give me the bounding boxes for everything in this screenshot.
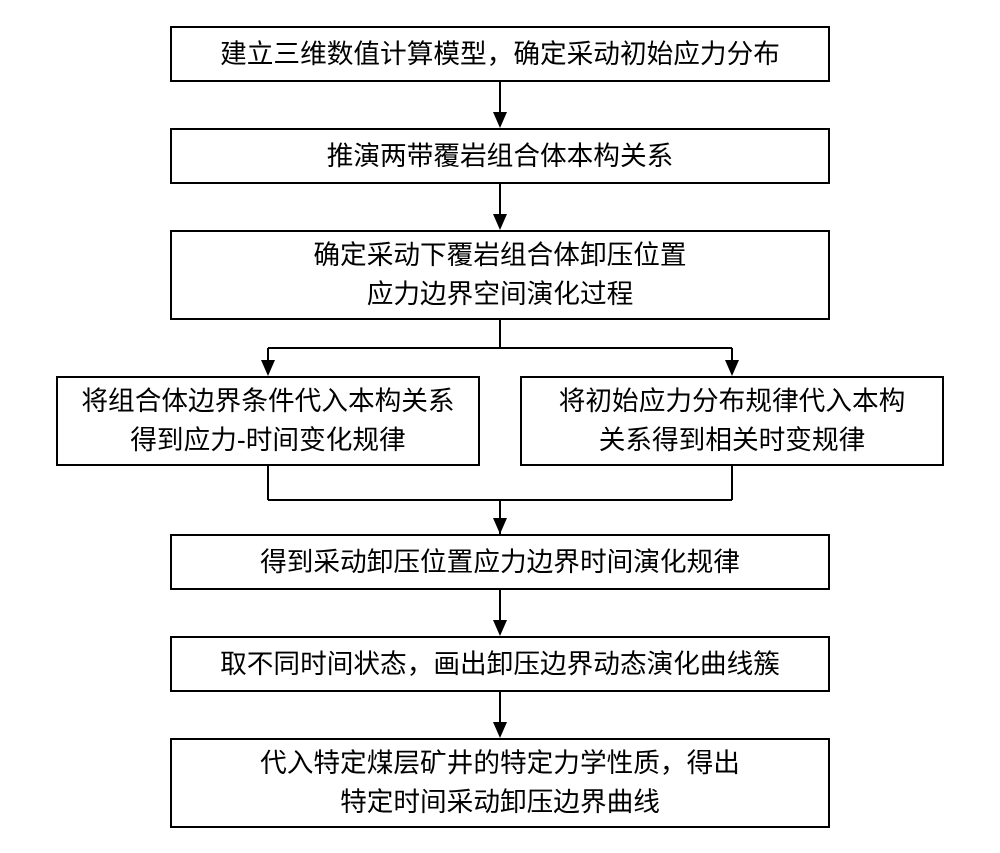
flow-node-8-label: 代入特定煤层矿井的特定力学性质，得出 特定时间采动卸压边界曲线 — [260, 744, 740, 821]
flow-node-1: 建立三维数值计算模型，确定采动初始应力分布 — [170, 26, 830, 82]
flow-node-5: 将初始应力分布规律代入本构 关系得到相关时变规律 — [520, 376, 944, 466]
flow-node-3-label: 确定采动下覆岩组合体卸压位置 应力边界空间演化过程 — [313, 236, 686, 313]
flow-node-6-label: 得到采动卸压位置应力边界时间演化规律 — [260, 543, 740, 582]
flow-node-2: 推演两带覆岩组合体本构关系 — [170, 128, 830, 184]
flow-node-1-label: 建立三维数值计算模型，确定采动初始应力分布 — [220, 35, 780, 74]
flow-node-4-label: 将组合体边界条件代入本构关系 得到应力-时间变化规律 — [81, 382, 454, 459]
flow-node-3: 确定采动下覆岩组合体卸压位置 应力边界空间演化过程 — [170, 230, 830, 320]
flow-node-5-label: 将初始应力分布规律代入本构 关系得到相关时变规律 — [559, 382, 906, 459]
flow-node-7-label: 取不同时间状态，画出卸压边界动态演化曲线簇 — [220, 645, 780, 684]
flow-node-4: 将组合体边界条件代入本构关系 得到应力-时间变化规律 — [56, 376, 480, 466]
flow-node-2-label: 推演两带覆岩组合体本构关系 — [327, 137, 674, 176]
flowchart-canvas: 建立三维数值计算模型，确定采动初始应力分布 推演两带覆岩组合体本构关系 确定采动… — [0, 0, 1000, 853]
flow-node-7: 取不同时间状态，画出卸压边界动态演化曲线簇 — [170, 636, 830, 692]
flow-node-6: 得到采动卸压位置应力边界时间演化规律 — [170, 534, 830, 590]
flow-node-8: 代入特定煤层矿井的特定力学性质，得出 特定时间采动卸压边界曲线 — [170, 738, 830, 828]
